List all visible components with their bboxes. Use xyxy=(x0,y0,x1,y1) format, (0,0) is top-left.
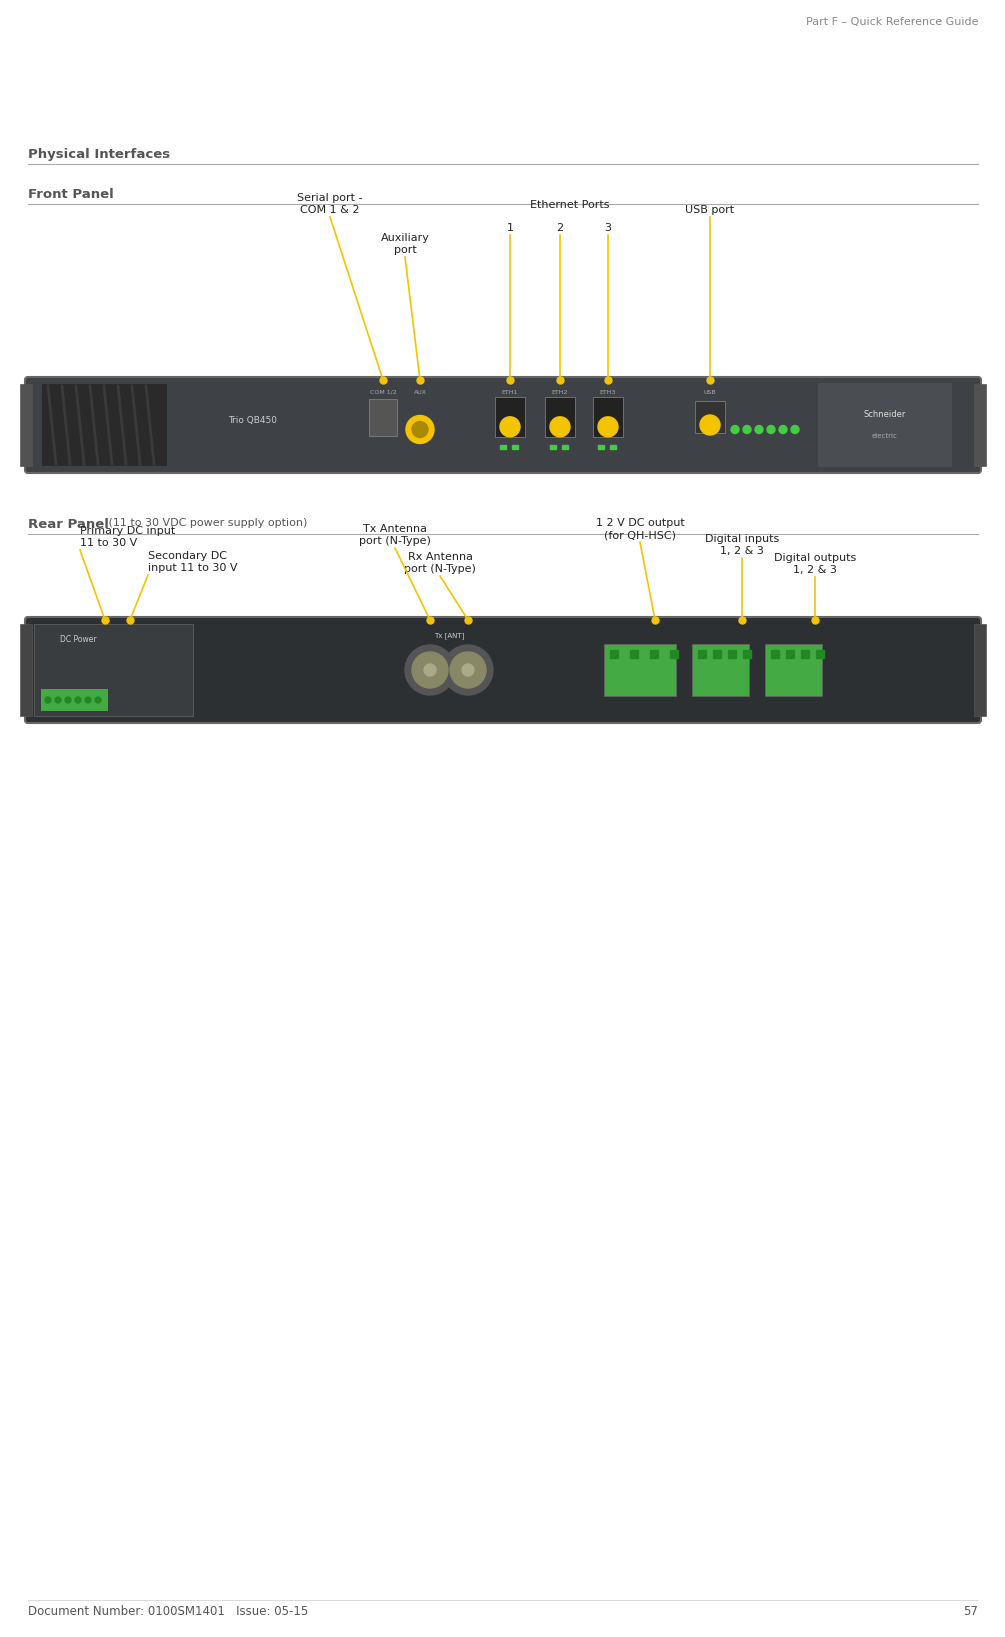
Text: Ethernet Ports: Ethernet Ports xyxy=(531,200,610,210)
Text: Schneider: Schneider xyxy=(864,409,907,419)
Text: Tx Antenna
port (N-Type): Tx Antenna port (N-Type) xyxy=(359,524,431,547)
Circle shape xyxy=(95,697,100,702)
Bar xyxy=(816,650,824,658)
FancyBboxPatch shape xyxy=(495,398,525,437)
Bar xyxy=(786,650,794,658)
Bar xyxy=(20,624,32,715)
Text: Secondary DC
input 11 to 30 V: Secondary DC input 11 to 30 V xyxy=(148,552,237,573)
Circle shape xyxy=(598,417,618,437)
Text: Tx [ANT]: Tx [ANT] xyxy=(434,632,464,638)
Text: Part F – Quick Reference Guide: Part F – Quick Reference Guide xyxy=(805,16,978,26)
FancyBboxPatch shape xyxy=(42,385,167,467)
Circle shape xyxy=(424,665,436,676)
FancyBboxPatch shape xyxy=(695,401,725,434)
FancyBboxPatch shape xyxy=(765,643,822,696)
Text: 57: 57 xyxy=(963,1604,978,1617)
Bar xyxy=(562,445,568,449)
Bar xyxy=(20,385,32,467)
Bar xyxy=(598,445,604,449)
Text: Digital outputs
1, 2 & 3: Digital outputs 1, 2 & 3 xyxy=(774,553,856,575)
Text: COM 1/2: COM 1/2 xyxy=(370,390,396,395)
Circle shape xyxy=(405,645,455,696)
Bar xyxy=(550,445,556,449)
Bar xyxy=(670,650,678,658)
FancyBboxPatch shape xyxy=(41,689,108,710)
Bar xyxy=(713,650,721,658)
FancyBboxPatch shape xyxy=(593,398,623,437)
Text: 1: 1 xyxy=(507,223,514,232)
FancyBboxPatch shape xyxy=(604,643,676,696)
Text: Auxiliary
port: Auxiliary port xyxy=(381,234,429,255)
Text: Digital inputs
1, 2 & 3: Digital inputs 1, 2 & 3 xyxy=(705,534,779,557)
Bar xyxy=(771,650,779,658)
Circle shape xyxy=(85,697,91,702)
Text: (11 to 30 VDC power supply option): (11 to 30 VDC power supply option) xyxy=(105,517,308,529)
Bar xyxy=(974,624,986,715)
Circle shape xyxy=(443,645,493,696)
Bar xyxy=(801,650,809,658)
Bar xyxy=(630,650,638,658)
Circle shape xyxy=(412,652,448,688)
Text: ETH1: ETH1 xyxy=(501,390,519,395)
Text: Rx Antenna
port (N-Type): Rx Antenna port (N-Type) xyxy=(404,552,476,575)
Circle shape xyxy=(75,697,81,702)
Text: DC Power: DC Power xyxy=(59,635,96,643)
Text: ETH3: ETH3 xyxy=(600,390,616,395)
Bar xyxy=(698,650,706,658)
Text: ETH2: ETH2 xyxy=(552,390,568,395)
Bar xyxy=(500,445,506,449)
Circle shape xyxy=(550,417,570,437)
Text: Document Number: 0100SM1401   Issue: 05-15: Document Number: 0100SM1401 Issue: 05-15 xyxy=(28,1604,309,1617)
Circle shape xyxy=(743,426,751,434)
Circle shape xyxy=(791,426,799,434)
Circle shape xyxy=(767,426,775,434)
Text: 1 2 V DC output
(for QH-HSC): 1 2 V DC output (for QH-HSC) xyxy=(596,519,684,540)
Bar xyxy=(728,650,736,658)
Bar xyxy=(512,445,518,449)
Circle shape xyxy=(406,416,434,444)
Text: Physical Interfaces: Physical Interfaces xyxy=(28,147,170,160)
FancyBboxPatch shape xyxy=(692,643,749,696)
Text: Front Panel: Front Panel xyxy=(28,188,114,201)
FancyBboxPatch shape xyxy=(25,617,981,724)
Bar xyxy=(610,445,616,449)
Circle shape xyxy=(45,697,51,702)
Text: Trio QB450: Trio QB450 xyxy=(228,416,277,426)
Bar xyxy=(650,650,658,658)
FancyBboxPatch shape xyxy=(818,383,952,467)
Text: USB: USB xyxy=(704,390,717,395)
Text: AUX: AUX xyxy=(413,390,426,395)
Circle shape xyxy=(462,665,474,676)
Bar xyxy=(610,650,618,658)
FancyBboxPatch shape xyxy=(25,377,981,473)
Text: Serial port -
COM 1 & 2: Serial port - COM 1 & 2 xyxy=(297,193,363,214)
Circle shape xyxy=(700,416,720,435)
Circle shape xyxy=(755,426,763,434)
Circle shape xyxy=(731,426,739,434)
Bar xyxy=(974,385,986,467)
FancyBboxPatch shape xyxy=(545,398,575,437)
Circle shape xyxy=(500,417,520,437)
Text: electric: electric xyxy=(872,432,897,439)
Circle shape xyxy=(450,652,486,688)
Circle shape xyxy=(412,421,428,437)
Text: 3: 3 xyxy=(604,223,611,232)
Text: USB port: USB port xyxy=(685,205,735,214)
Text: Primary DC input
11 to 30 V: Primary DC input 11 to 30 V xyxy=(80,527,175,548)
FancyBboxPatch shape xyxy=(369,399,397,435)
Bar xyxy=(743,650,751,658)
Text: Rear Panel: Rear Panel xyxy=(28,517,109,530)
Text: 2: 2 xyxy=(557,223,564,232)
Circle shape xyxy=(65,697,71,702)
FancyBboxPatch shape xyxy=(34,624,193,715)
Circle shape xyxy=(779,426,787,434)
Circle shape xyxy=(55,697,61,702)
